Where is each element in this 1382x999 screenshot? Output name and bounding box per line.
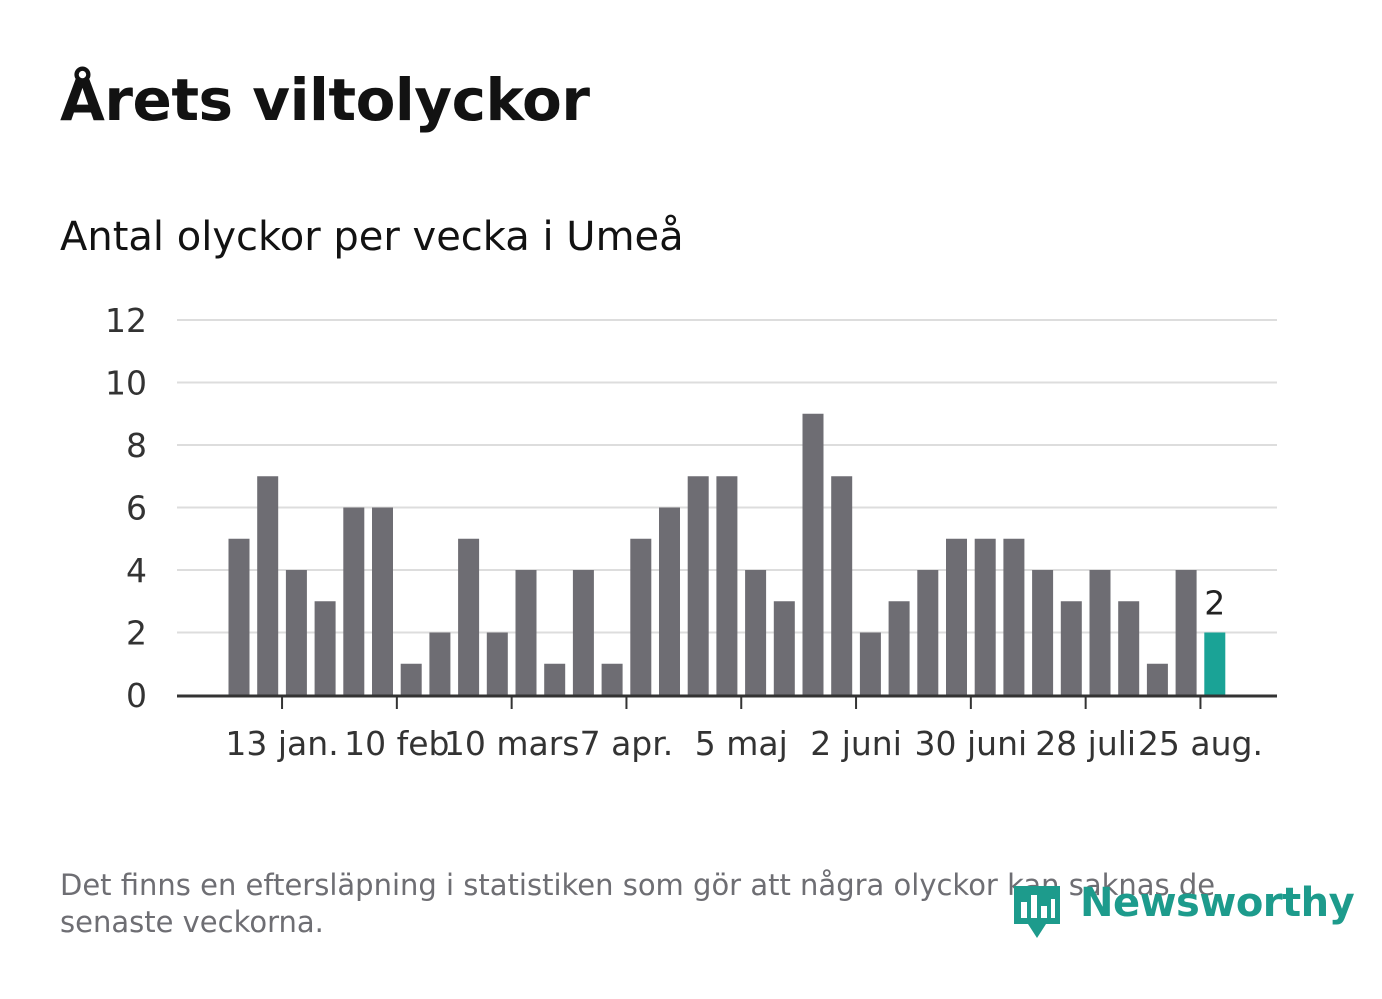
bar-14	[630, 538, 652, 695]
bar-16	[687, 476, 709, 695]
bar-33	[1175, 570, 1197, 695]
y-tick-label-8: 8	[126, 426, 147, 465]
x-tick-label-3: 7 apr.	[580, 724, 674, 763]
x-tick-label-4: 5 maj	[695, 724, 788, 763]
bar-21	[831, 476, 853, 695]
bar-1	[257, 476, 279, 695]
x-tick-label-2: 10 mars	[444, 724, 580, 763]
bar-19	[773, 601, 795, 695]
data-labels: 2	[1204, 584, 1225, 623]
bar-5	[372, 507, 393, 695]
bar-22	[859, 632, 881, 695]
y-tick-label-2: 2	[126, 614, 147, 653]
newsworthy-logo-icon	[1014, 886, 1060, 938]
y-tick-label-12: 12	[105, 301, 147, 340]
y-tick-label-0: 0	[126, 676, 147, 715]
x-tick-label-8: 25 aug.	[1138, 724, 1263, 763]
bar-28	[1032, 570, 1054, 695]
bar-2	[285, 570, 307, 695]
logo-text: Newsworthy	[1080, 880, 1355, 926]
bar-25	[946, 538, 967, 695]
bar-18	[745, 570, 767, 695]
bar-13	[601, 663, 623, 695]
bar-20	[802, 413, 824, 695]
x-tick-label-5: 2 juni	[810, 724, 902, 763]
bar-8	[458, 538, 480, 695]
bar-31	[1118, 601, 1140, 695]
bar-26	[974, 538, 996, 695]
bar-10	[515, 570, 537, 695]
y-tick-label-4: 4	[126, 551, 147, 590]
bar-6	[400, 663, 422, 695]
bar-34	[1204, 632, 1226, 695]
y-tick-label-10: 10	[105, 364, 147, 403]
bar-7	[429, 632, 451, 695]
chart-subtitle: Antal olyckor per vecka i Umeå	[60, 214, 684, 260]
bar-9	[486, 632, 508, 695]
x-axis	[177, 694, 1277, 709]
x-tick-label-1: 10 feb	[344, 724, 449, 763]
bar-32	[1146, 663, 1168, 695]
x-tick-label-7: 28 juli	[1035, 724, 1136, 763]
bar-11	[544, 663, 566, 695]
data-label-0: 2	[1204, 584, 1225, 623]
bar-4	[343, 507, 365, 695]
bar-27	[1003, 538, 1025, 695]
x-tick-label-6: 30 juni	[915, 724, 1028, 763]
bar-12	[572, 570, 594, 695]
bar-3	[314, 601, 336, 695]
y-tick-label-6: 6	[126, 489, 147, 528]
bars	[228, 413, 1226, 695]
bar-15	[659, 507, 680, 695]
x-tick-label-0: 13 jan.	[225, 724, 338, 763]
newsworthy-logo: Newsworthy	[1010, 876, 1355, 946]
bar-23	[888, 601, 910, 695]
bar-24	[917, 570, 939, 695]
bar-29	[1060, 601, 1082, 695]
bar-30	[1089, 570, 1111, 695]
y-axis-labels: 0 2 4 6 8 10 12	[105, 301, 147, 715]
bar-0	[228, 538, 250, 695]
bar-17	[716, 476, 738, 695]
chart-title: Årets viltolyckor	[60, 66, 590, 134]
